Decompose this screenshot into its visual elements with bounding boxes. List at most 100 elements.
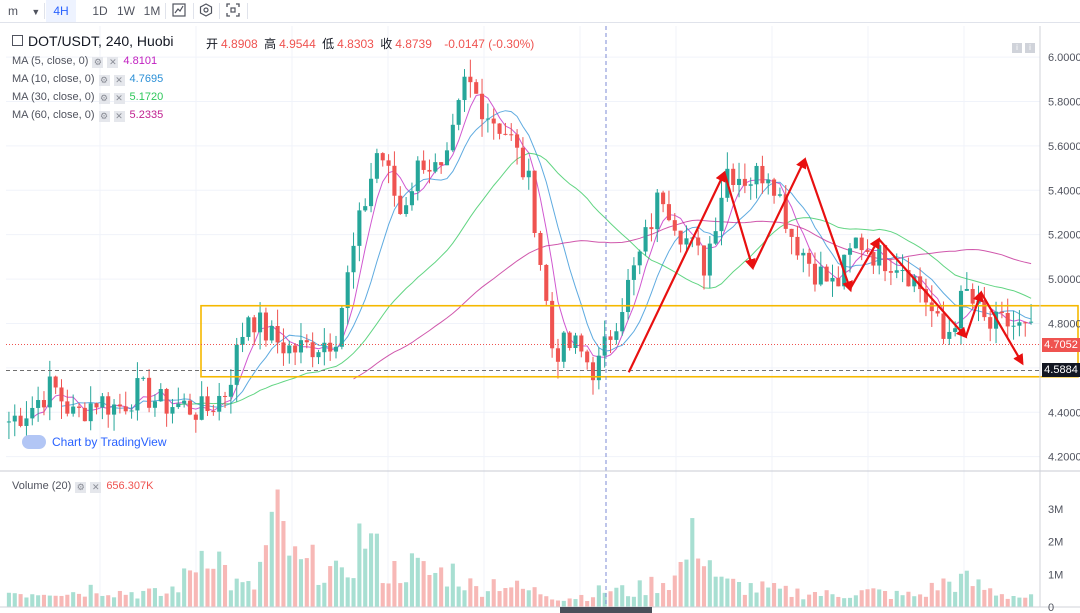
close-icon[interactable]: ✕	[113, 111, 125, 122]
chart-type-icon[interactable]	[168, 0, 190, 22]
volume-bar	[258, 561, 263, 607]
price-chart[interactable]: 6.0000 5.8000 5.6000 5.4000 5.2000 5.0000 4.80…	[0, 22, 1080, 613]
indicator-value: 5.2335	[129, 109, 164, 121]
candle-body	[719, 197, 724, 232]
volume-bar	[240, 582, 245, 607]
volume-bar	[117, 590, 122, 607]
candle-body	[71, 406, 76, 414]
candle-body	[1017, 322, 1022, 326]
volume-bar	[742, 594, 747, 607]
candle-body	[754, 165, 759, 185]
volume-bar	[818, 595, 823, 607]
y-tick-label: 4.8000	[1048, 318, 1080, 330]
volume-bar	[713, 576, 718, 607]
volume-bar	[988, 588, 993, 607]
gear-icon[interactable]: ⚙	[92, 57, 104, 68]
candle-body	[672, 220, 677, 231]
volume-bar	[725, 578, 730, 607]
gear-icon[interactable]: ⚙	[98, 75, 110, 86]
trend-arrow	[627, 170, 726, 373]
candle-body	[736, 178, 742, 185]
volume-bar	[789, 596, 794, 607]
volume-bar	[877, 589, 882, 607]
close-icon[interactable]: ✕	[90, 482, 102, 493]
candle-body	[182, 400, 187, 404]
timeframe-1w[interactable]: 1W	[117, 4, 135, 18]
volume-bar	[976, 579, 981, 607]
gear-icon[interactable]: ⚙	[75, 482, 87, 493]
volume-bar	[304, 558, 309, 607]
close-icon[interactable]: ✕	[113, 93, 125, 104]
gear-icon[interactable]: ⚙	[98, 111, 110, 122]
volume-bar	[561, 600, 566, 607]
volume-bar	[772, 583, 777, 607]
info-icon[interactable]: i	[1025, 43, 1035, 53]
candle-body	[479, 93, 485, 120]
volume-bar	[620, 585, 625, 607]
candle-body	[82, 407, 87, 422]
candle-body	[450, 124, 455, 151]
indicator-ma10[interactable]: MA (10, close, 0) ⚙ ✕ 4.7695	[12, 73, 163, 86]
volume-bar	[550, 599, 555, 607]
close-icon[interactable]: ✕	[107, 57, 119, 68]
moving-average-lines	[32, 93, 1032, 419]
candle-body	[468, 76, 473, 83]
candle-body	[258, 312, 263, 333]
candle-body	[602, 336, 607, 356]
candle-body	[141, 377, 146, 379]
candle-body	[176, 403, 181, 408]
indicator-ma5[interactable]: MA (5, close, 0) ⚙ ✕ 4.8101	[12, 55, 157, 68]
timeframe-1d[interactable]: 1D	[92, 4, 108, 18]
candle-body	[807, 252, 812, 264]
fullscreen-icon[interactable]	[222, 0, 244, 22]
volume-bar	[298, 559, 304, 607]
interval-select-value: m	[8, 4, 18, 18]
candle-body	[409, 191, 414, 206]
candle-body	[211, 411, 216, 413]
volume-bar	[766, 587, 771, 607]
close-icon[interactable]: ✕	[113, 75, 125, 86]
volume-bar	[1005, 598, 1010, 607]
volume-bar	[41, 594, 47, 607]
candle-body	[555, 348, 561, 362]
interval-select[interactable]: m ▼	[2, 0, 48, 22]
collapse-icon[interactable]	[12, 35, 23, 46]
volume-bar	[801, 599, 806, 607]
timeframe-4h[interactable]: 4H	[46, 0, 76, 22]
candle-body	[222, 395, 228, 397]
volume-bar	[923, 596, 928, 607]
volume-legend[interactable]: Volume (20) ⚙ ✕ 656.307K	[12, 480, 153, 493]
candle-body	[526, 170, 531, 178]
candle-body	[795, 236, 800, 256]
volume-bar	[228, 590, 233, 607]
settings-hex-icon[interactable]	[195, 0, 217, 22]
candle-body	[147, 377, 152, 408]
timeframe-1m[interactable]: 1M	[143, 4, 161, 18]
gear-icon[interactable]: ⚙	[98, 93, 110, 104]
volume-bar	[450, 563, 455, 607]
trend-arrow	[964, 290, 984, 338]
candle-body	[304, 340, 309, 343]
current-price-tag: 4.7052	[1042, 337, 1080, 352]
volume-bar	[199, 550, 204, 607]
volume-bar	[392, 561, 397, 607]
volume-bar	[164, 593, 169, 607]
volume-bar	[59, 595, 64, 607]
candle-body	[439, 162, 444, 166]
tradingview-watermark[interactable]: Chart by TradingView	[22, 435, 167, 449]
candle-body	[748, 184, 753, 186]
volume-bar	[678, 561, 683, 607]
volume-bar	[94, 593, 99, 607]
volume-bar	[1017, 597, 1022, 607]
indicator-ma60[interactable]: MA (60, close, 0) ⚙ ✕ 5.2335	[12, 109, 163, 122]
change-value: -0.0147 (-0.30%)	[444, 37, 535, 51]
info-icon[interactable]: i	[1012, 43, 1022, 53]
volume-bar	[579, 594, 584, 607]
y-tick-label: 5.2000	[1048, 230, 1080, 242]
volume-bar	[474, 586, 479, 607]
candle-body	[339, 308, 344, 347]
candle-body	[275, 326, 280, 343]
volume-bar	[205, 568, 210, 607]
volume-bar	[999, 594, 1004, 607]
indicator-ma30[interactable]: MA (30, close, 0) ⚙ ✕ 5.1720	[12, 91, 163, 104]
